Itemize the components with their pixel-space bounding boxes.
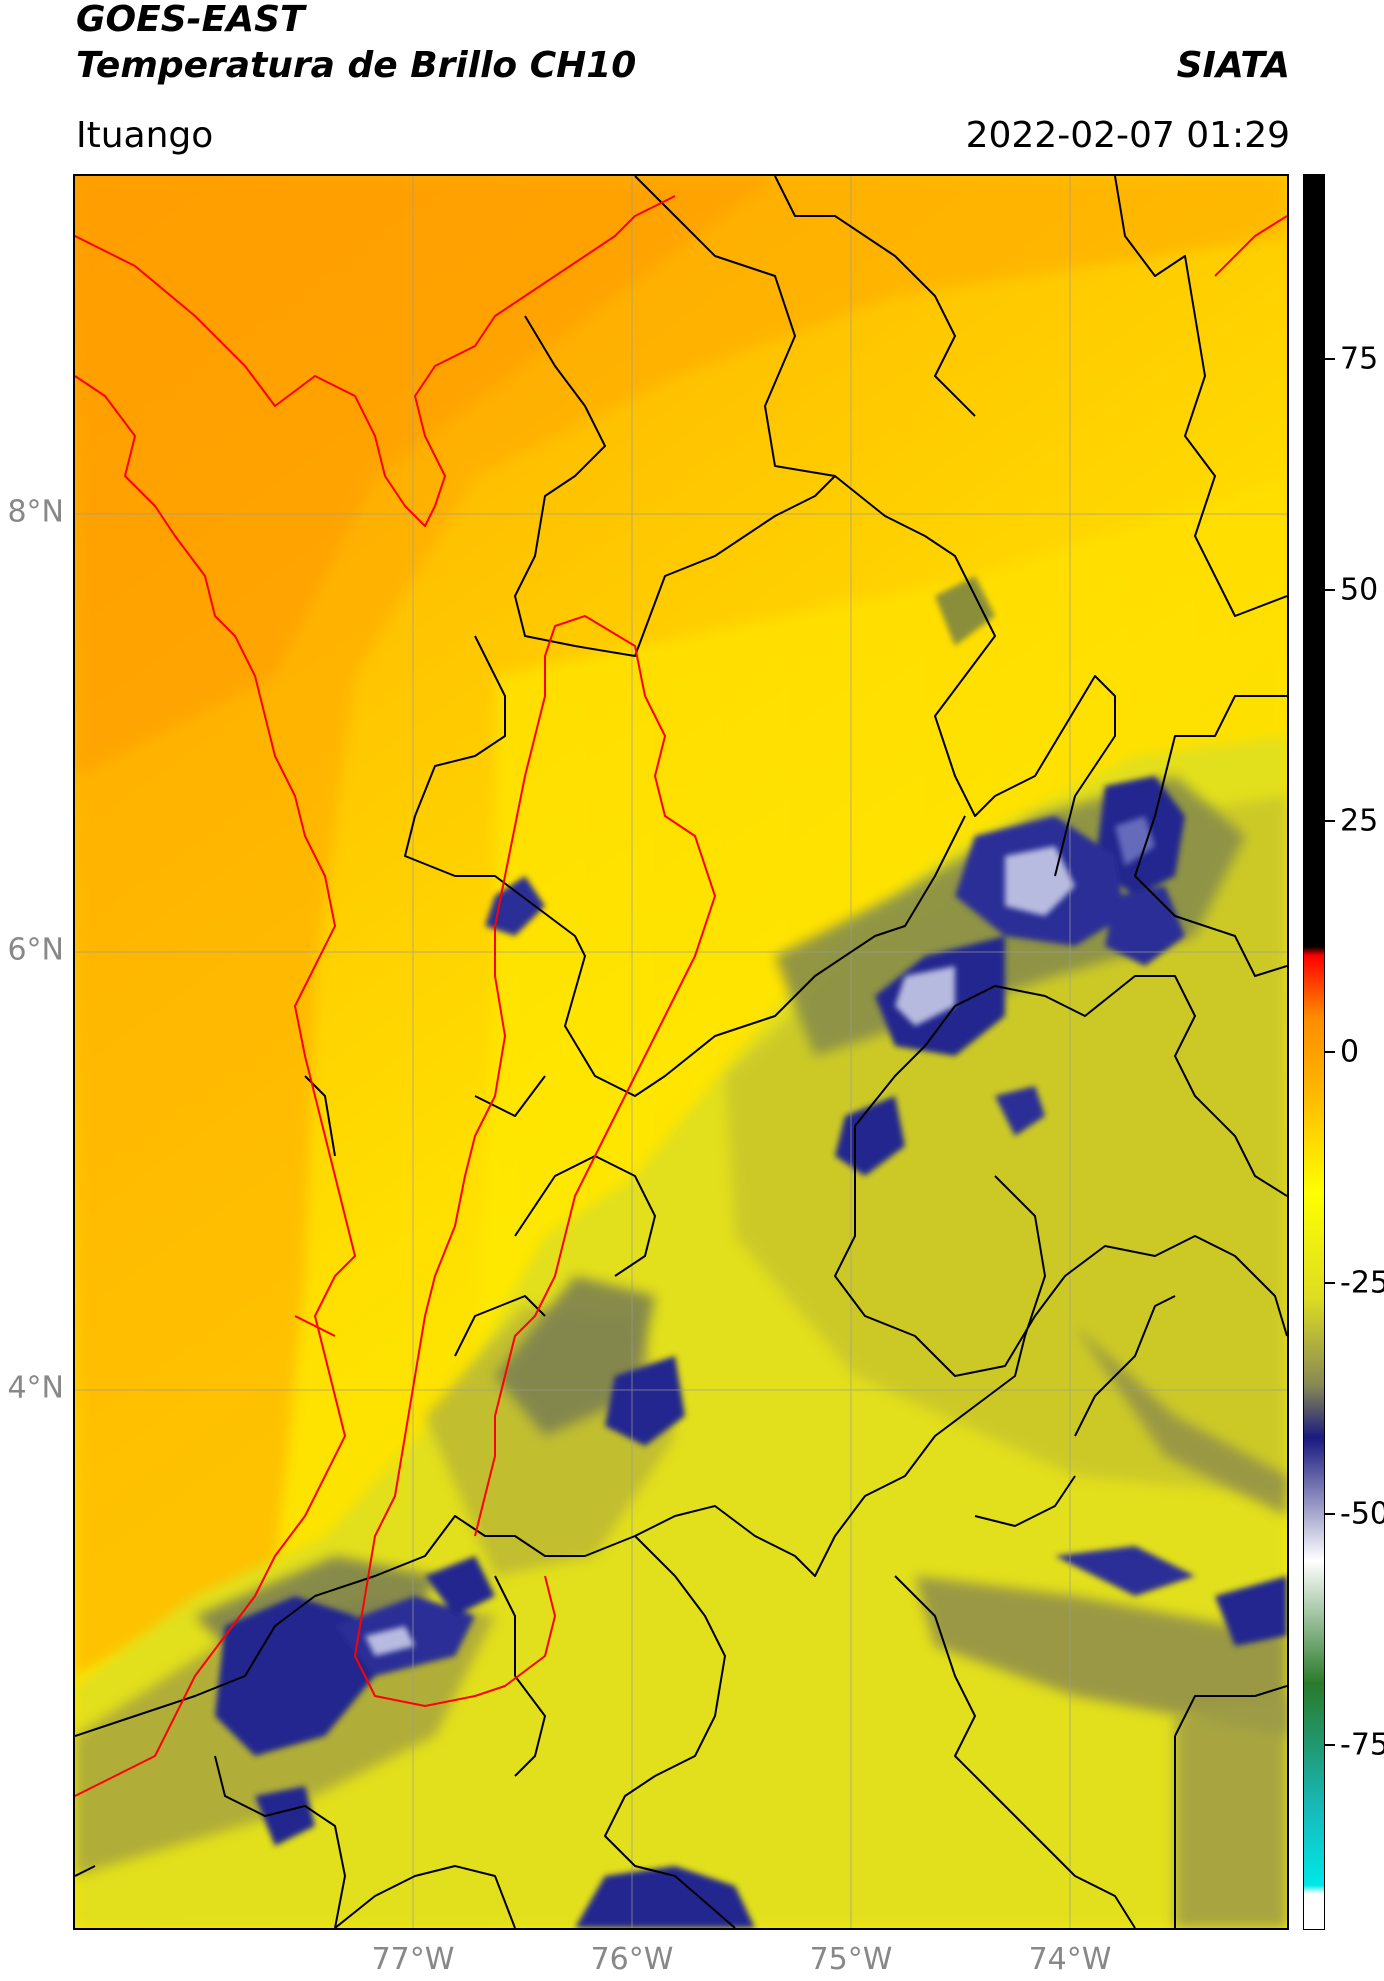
region-label: Ituango [76, 115, 214, 156]
colorbar-tick-mark [1325, 588, 1335, 591]
colorbar-tick-label: 25 [1340, 803, 1379, 839]
colorbar-tick-label: 75 [1340, 341, 1379, 377]
colorbar-tick-mark [1325, 1282, 1335, 1285]
title-line-1: GOES-EAST [76, 0, 305, 40]
latitude-label-8n: 8°N [7, 494, 64, 530]
department-boundaries [75, 176, 1287, 1928]
colorbar-tick-label: -50 [1340, 1496, 1384, 1532]
colorbar-tick-label: -75 [1340, 1727, 1384, 1763]
datetime-label: 2022-02-07 01:29 [965, 115, 1290, 156]
colorbar-tick-label: 0 [1340, 1034, 1360, 1070]
colorbar-tick-mark [1325, 357, 1335, 360]
colorbar-tick-mark [1325, 1513, 1335, 1516]
highlighted-boundaries [75, 195, 1287, 1797]
longitude-label-77w: 77°W [371, 1942, 455, 1977]
brand-label: SIATA [1176, 45, 1290, 86]
map-graticule [75, 176, 1287, 1928]
latitude-label-4n: 4°N [7, 1370, 64, 1406]
colorbar-tick-label: 50 [1340, 572, 1379, 608]
longitude-label-76w: 76°W [590, 1942, 674, 1977]
temperature-field [75, 176, 1287, 1928]
colorbar-tick-label: -25 [1340, 1265, 1384, 1301]
latitude-label-6n: 6°N [7, 932, 64, 968]
colorbar-tick-mark [1325, 1051, 1335, 1053]
longitude-label-74w: 74°W [1028, 1942, 1112, 1977]
brightness-temperature-map [73, 174, 1289, 1930]
title-line-2: Temperatura de Brillo CH10 [76, 45, 637, 86]
longitude-label-75w: 75°W [809, 1942, 893, 1977]
temperature-colorbar [1303, 174, 1325, 1930]
colorbar-tick-mark [1325, 1744, 1335, 1747]
colorbar-tick-mark [1325, 819, 1335, 822]
